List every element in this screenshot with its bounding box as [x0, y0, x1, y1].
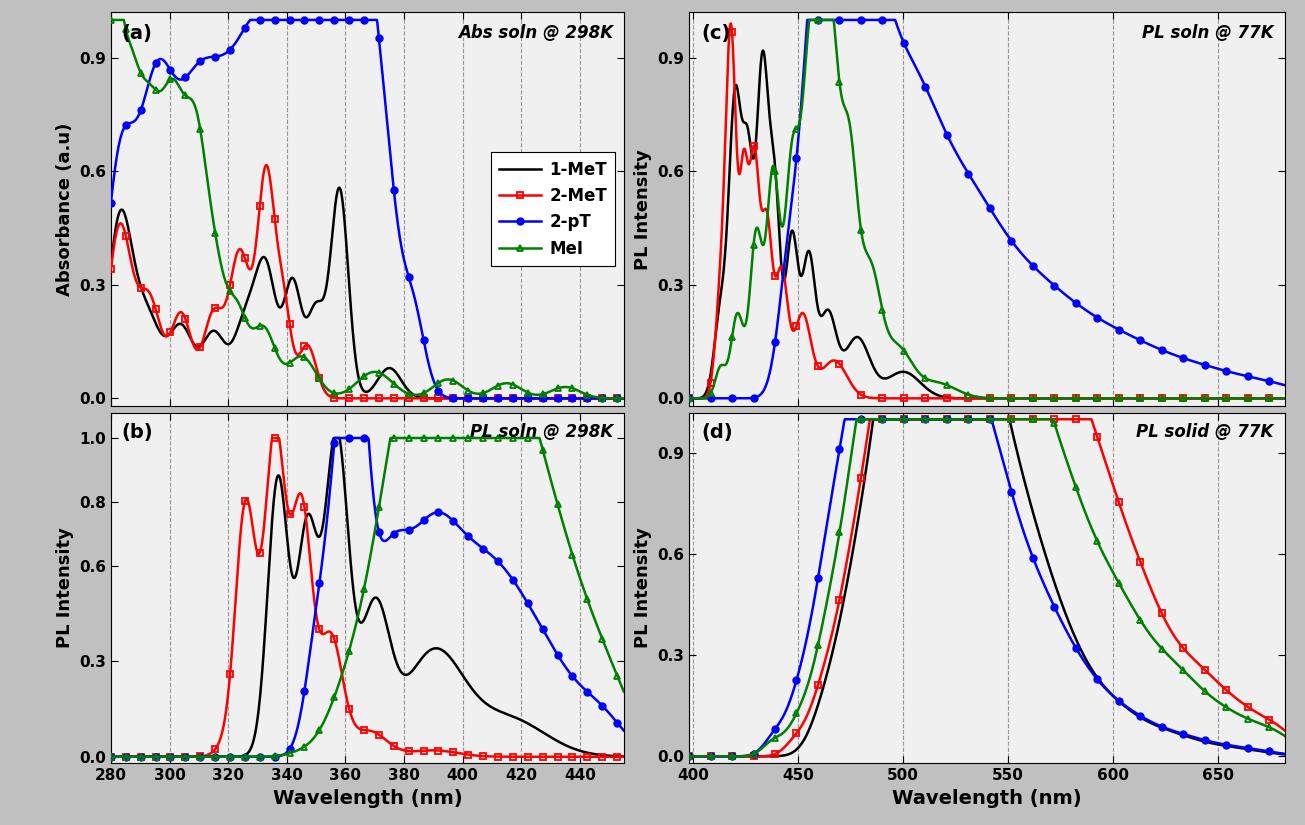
X-axis label: Wavelength (nm): Wavelength (nm): [273, 789, 462, 808]
1-MeT: [331, 182, 347, 192]
2-MeT: [616, 394, 632, 403]
MeI: [616, 394, 632, 403]
1-MeT: [155, 330, 171, 340]
Text: PL soln @ 298K: PL soln @ 298K: [470, 423, 613, 441]
2-MeT: [504, 394, 519, 403]
X-axis label: Wavelength (nm): Wavelength (nm): [893, 789, 1082, 808]
Line: 1-MeT: 1-MeT: [111, 187, 624, 398]
2-MeT: [311, 371, 326, 381]
Text: (d): (d): [701, 423, 732, 442]
2-MeT: [455, 394, 471, 403]
Text: PL soln @ 77K: PL soln @ 77K: [1142, 24, 1274, 42]
Text: Abs soln @ 298K: Abs soln @ 298K: [458, 24, 613, 42]
1-MeT: [311, 296, 326, 306]
MeI: [155, 83, 171, 93]
Line: 2-MeT: 2-MeT: [107, 162, 628, 402]
2-MeT: [258, 160, 274, 170]
Text: (c): (c): [701, 24, 731, 43]
2-pT: [243, 15, 258, 25]
MeI: [329, 389, 345, 398]
1-MeT: [103, 260, 119, 270]
2-MeT: [329, 394, 345, 403]
Text: (a): (a): [121, 24, 153, 43]
Y-axis label: PL Intensity: PL Intensity: [56, 527, 73, 648]
1-MeT: [513, 394, 529, 403]
2-pT: [329, 15, 345, 25]
MeI: [513, 384, 529, 394]
1-MeT: [504, 394, 519, 403]
Line: MeI: MeI: [107, 16, 628, 402]
2-MeT: [155, 328, 171, 338]
2-pT: [504, 394, 519, 403]
2-MeT: [103, 264, 119, 274]
Legend: 1-MeT, 2-MeT, 2-pT, MeI: 1-MeT, 2-MeT, 2-pT, MeI: [491, 153, 616, 266]
2-pT: [311, 15, 326, 25]
MeI: [103, 15, 119, 25]
Line: 2-pT: 2-pT: [107, 16, 628, 402]
1-MeT: [616, 394, 632, 403]
1-MeT: [455, 394, 471, 403]
Y-axis label: PL Intensity: PL Intensity: [634, 527, 651, 648]
Y-axis label: Absorbance (a.u): Absorbance (a.u): [56, 122, 73, 296]
2-pT: [455, 394, 471, 403]
2-pT: [155, 55, 171, 65]
Text: (b): (b): [121, 423, 153, 442]
Y-axis label: PL Intensity: PL Intensity: [634, 148, 651, 270]
2-pT: [513, 394, 529, 403]
Text: PL solid @ 77K: PL solid @ 77K: [1137, 423, 1274, 441]
MeI: [311, 372, 326, 382]
MeI: [455, 382, 471, 392]
2-MeT: [513, 394, 529, 403]
2-pT: [616, 394, 632, 403]
MeI: [502, 379, 518, 389]
2-pT: [103, 198, 119, 208]
1-MeT: [329, 190, 345, 200]
